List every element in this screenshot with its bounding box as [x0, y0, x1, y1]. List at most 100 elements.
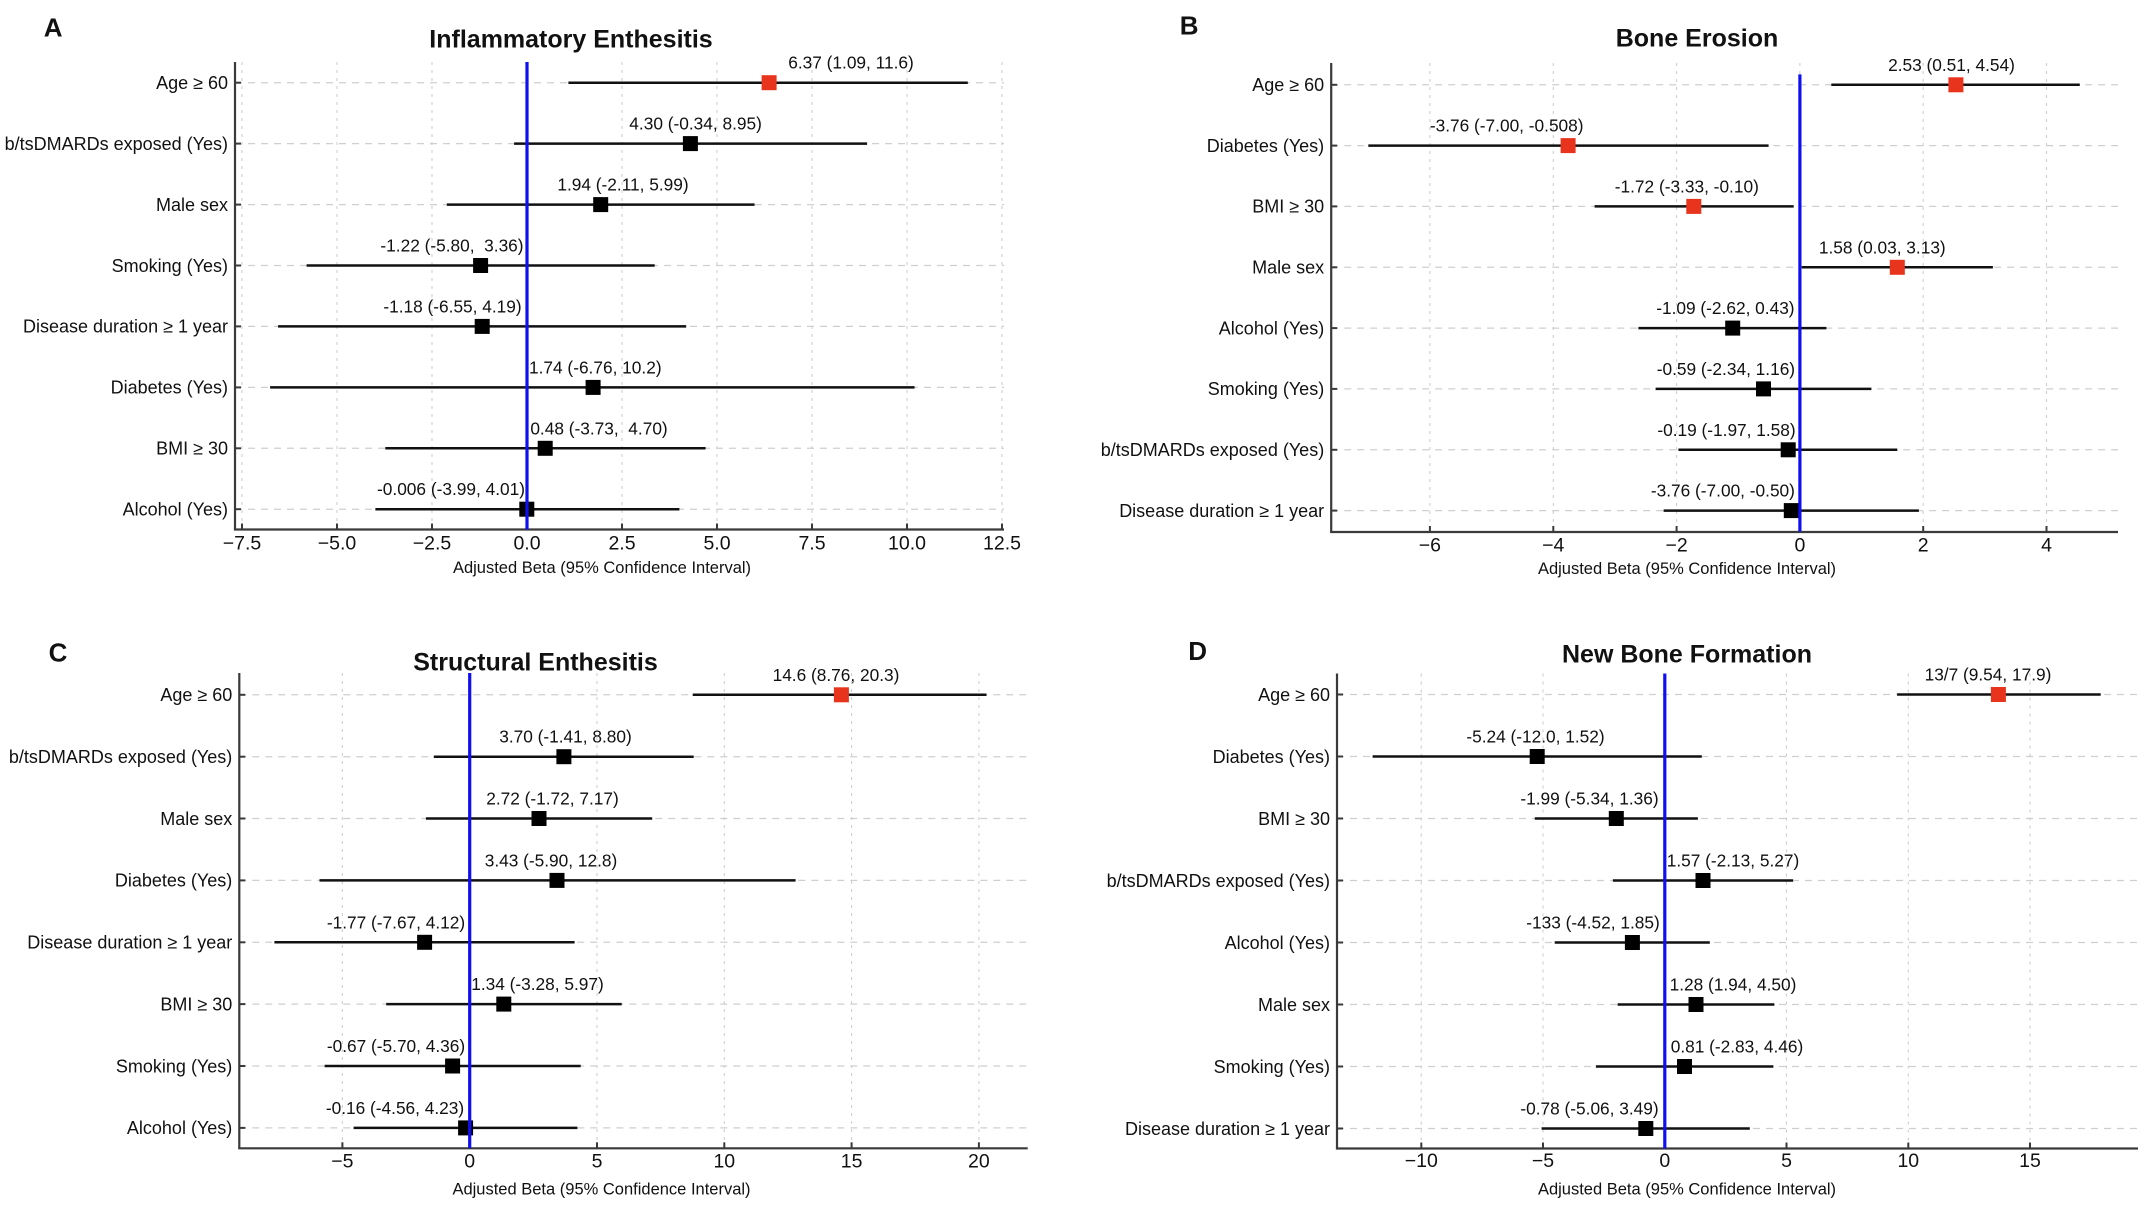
- svg-text:0: 0: [1794, 534, 1805, 556]
- svg-text:6.37 (1.09, 11.6): 6.37 (1.09, 11.6): [788, 53, 914, 73]
- svg-text:−7.5: −7.5: [223, 532, 262, 554]
- svg-text:b/tsDMARDs exposed (Yes): b/tsDMARDs exposed (Yes): [5, 134, 228, 154]
- svg-text:7.5: 7.5: [798, 532, 825, 554]
- svg-text:0.81 (-2.83, 4.46): 0.81 (-2.83, 4.46): [1671, 1037, 1804, 1057]
- svg-text:New Bone Formation: New Bone Formation: [1562, 641, 1812, 669]
- svg-text:Smoking (Yes): Smoking (Yes): [112, 256, 228, 276]
- svg-text:Diabetes (Yes): Diabetes (Yes): [1213, 747, 1330, 767]
- svg-text:-0.78 (-5.06, 3.49): -0.78 (-5.06, 3.49): [1520, 1099, 1658, 1119]
- svg-text:Diabetes (Yes): Diabetes (Yes): [115, 871, 232, 891]
- svg-text:0.0: 0.0: [513, 532, 540, 554]
- svg-text:−2.5: −2.5: [413, 532, 452, 554]
- svg-text:−6: −6: [1419, 534, 1441, 556]
- svg-text:10.0: 10.0: [888, 532, 926, 554]
- svg-text:Diabetes (Yes): Diabetes (Yes): [111, 378, 228, 398]
- svg-text:2.72 (-1.72, 7.17): 2.72 (-1.72, 7.17): [486, 789, 619, 809]
- svg-text:Age ≥ 60: Age ≥ 60: [1258, 685, 1330, 705]
- svg-text:15: 15: [2019, 1150, 2041, 1172]
- svg-text:−5.0: −5.0: [318, 532, 357, 554]
- svg-text:5.0: 5.0: [703, 532, 730, 554]
- svg-text:-1.22 (-5.80, 3.36): -1.22 (-5.80, 3.36): [380, 236, 523, 256]
- svg-text:-1.18 (-6.55, 4.19): -1.18 (-6.55, 4.19): [383, 296, 521, 316]
- svg-text:Alcohol (Yes): Alcohol (Yes): [1219, 318, 1324, 338]
- svg-text:-1.99 (-5.34, 1.36): -1.99 (-5.34, 1.36): [1520, 789, 1658, 809]
- svg-text:14.6 (8.76, 20.3): 14.6 (8.76, 20.3): [773, 665, 900, 685]
- svg-text:-3.76 (-7.00, -0.50): -3.76 (-7.00, -0.50): [1651, 481, 1795, 501]
- svg-text:12.5: 12.5: [983, 532, 1021, 554]
- svg-text:-133 (-4.52, 1.85): -133 (-4.52, 1.85): [1526, 913, 1660, 933]
- svg-text:Age ≥ 60: Age ≥ 60: [160, 685, 232, 705]
- svg-text:Smoking (Yes): Smoking (Yes): [1208, 379, 1324, 399]
- svg-text:Adjusted Beta (95% Confidence: Adjusted Beta (95% Confidence Interval): [453, 559, 751, 577]
- svg-text:Disease duration ≥ 1 year: Disease duration ≥ 1 year: [27, 933, 232, 953]
- svg-text:BMI ≥ 30: BMI ≥ 30: [156, 439, 228, 459]
- svg-text:Disease duration ≥ 1 year: Disease duration ≥ 1 year: [1119, 501, 1324, 521]
- svg-text:Male sex: Male sex: [1252, 258, 1324, 278]
- svg-text:B: B: [1180, 10, 1199, 40]
- svg-text:Smoking (Yes): Smoking (Yes): [116, 1056, 232, 1076]
- svg-text:-0.006 (-3.99, 4.01): -0.006 (-3.99, 4.01): [377, 479, 525, 499]
- svg-text:3.70 (-1.41, 8.80): 3.70 (-1.41, 8.80): [499, 727, 632, 747]
- svg-text:1.58 (0.03, 3.13): 1.58 (0.03, 3.13): [1819, 237, 1946, 257]
- svg-text:b/tsDMARDs exposed (Yes): b/tsDMARDs exposed (Yes): [9, 747, 232, 767]
- svg-text:10: 10: [713, 1150, 735, 1172]
- svg-text:Male sex: Male sex: [160, 809, 232, 829]
- svg-text:-0.59 (-2.34, 1.16): -0.59 (-2.34, 1.16): [1657, 359, 1795, 379]
- svg-text:Alcohol (Yes): Alcohol (Yes): [1225, 933, 1330, 953]
- svg-text:Disease duration ≥ 1 year: Disease duration ≥ 1 year: [1125, 1119, 1330, 1139]
- svg-text:b/tsDMARDs exposed (Yes): b/tsDMARDs exposed (Yes): [1101, 440, 1324, 460]
- svg-text:2.5: 2.5: [608, 532, 635, 554]
- svg-text:BMI ≥ 30: BMI ≥ 30: [1252, 197, 1324, 217]
- svg-text:Male sex: Male sex: [156, 195, 228, 215]
- svg-text:Age ≥ 60: Age ≥ 60: [1252, 75, 1324, 95]
- svg-text:BMI ≥ 30: BMI ≥ 30: [1258, 809, 1330, 829]
- svg-text:4: 4: [2041, 534, 2052, 556]
- svg-text:Adjusted Beta (95% Confidence: Adjusted Beta (95% Confidence Interval): [452, 1181, 750, 1199]
- svg-text:Diabetes (Yes): Diabetes (Yes): [1207, 136, 1324, 156]
- svg-text:2: 2: [1918, 534, 1929, 556]
- svg-text:10: 10: [1897, 1150, 1919, 1172]
- svg-text:Structural Enthesitis: Structural Enthesitis: [413, 649, 658, 677]
- svg-text:-0.67 (-5.70, 4.36): -0.67 (-5.70, 4.36): [327, 1036, 465, 1056]
- svg-text:4.30 (-0.34, 8.95): 4.30 (-0.34, 8.95): [629, 114, 762, 134]
- svg-text:Age ≥ 60: Age ≥ 60: [156, 73, 228, 93]
- svg-text:−4: −4: [1542, 534, 1564, 556]
- svg-text:1.57 (-2.13, 5.27): 1.57 (-2.13, 5.27): [1667, 851, 1800, 871]
- svg-text:0.48 (-3.73, 4.70): 0.48 (-3.73, 4.70): [530, 418, 667, 438]
- svg-text:0: 0: [1659, 1150, 1670, 1172]
- svg-text:5: 5: [1781, 1150, 1792, 1172]
- svg-text:Bone Erosion: Bone Erosion: [1616, 25, 1779, 53]
- svg-text:−2: −2: [1665, 534, 1687, 556]
- svg-text:3.43 (-5.90, 12.8): 3.43 (-5.90, 12.8): [485, 850, 618, 870]
- svg-text:0: 0: [464, 1150, 475, 1172]
- svg-text:Adjusted Beta (95% Confidence: Adjusted Beta (95% Confidence Interval): [1538, 1181, 1836, 1199]
- svg-text:-1.09 (-2.62, 0.43): -1.09 (-2.62, 0.43): [1656, 298, 1794, 318]
- svg-text:1.28 (1.94, 4.50): 1.28 (1.94, 4.50): [1670, 975, 1797, 995]
- svg-text:A: A: [44, 12, 63, 42]
- svg-text:C: C: [49, 637, 68, 667]
- svg-text:-0.19 (-1.97, 1.58): -0.19 (-1.97, 1.58): [1657, 420, 1795, 440]
- svg-text:5: 5: [592, 1150, 603, 1172]
- svg-text:-1.72 (-3.33, -0.10): -1.72 (-3.33, -0.10): [1615, 176, 1759, 196]
- svg-text:-1.77 (-7.67, 4.12): -1.77 (-7.67, 4.12): [327, 912, 465, 932]
- svg-text:−5: −5: [1532, 1150, 1554, 1172]
- svg-text:Inflammatory Enthesitis: Inflammatory Enthesitis: [429, 26, 712, 54]
- svg-text:15: 15: [841, 1150, 863, 1172]
- svg-text:Smoking (Yes): Smoking (Yes): [1214, 1057, 1330, 1077]
- svg-text:13/7 (9.54, 17.9): 13/7 (9.54, 17.9): [1925, 665, 2052, 685]
- svg-text:2.53 (0.51, 4.54): 2.53 (0.51, 4.54): [1888, 55, 2015, 75]
- svg-text:1.94 (-2.11, 5.99): 1.94 (-2.11, 5.99): [557, 175, 688, 195]
- svg-text:Adjusted Beta (95% Confidence: Adjusted Beta (95% Confidence Interval): [1538, 560, 1836, 578]
- svg-text:Male sex: Male sex: [1258, 995, 1330, 1015]
- svg-text:−10: −10: [1405, 1150, 1438, 1172]
- svg-text:Alcohol (Yes): Alcohol (Yes): [123, 500, 228, 520]
- svg-text:-5.24 (-12.0, 1.52): -5.24 (-12.0, 1.52): [1466, 727, 1604, 747]
- svg-text:b/tsDMARDs exposed (Yes): b/tsDMARDs exposed (Yes): [1107, 871, 1330, 891]
- svg-text:1.74 (-6.76, 10.2): 1.74 (-6.76, 10.2): [529, 357, 662, 377]
- svg-text:-3.76 (-7.00, -0.508): -3.76 (-7.00, -0.508): [1430, 116, 1584, 136]
- svg-text:BMI ≥ 30: BMI ≥ 30: [160, 994, 232, 1014]
- svg-text:Disease duration ≥ 1 year: Disease duration ≥ 1 year: [23, 317, 228, 337]
- svg-text:1.34 (-3.28, 5.97): 1.34 (-3.28, 5.97): [471, 974, 604, 994]
- svg-text:Alcohol (Yes): Alcohol (Yes): [127, 1118, 232, 1138]
- svg-text:D: D: [1188, 636, 1207, 666]
